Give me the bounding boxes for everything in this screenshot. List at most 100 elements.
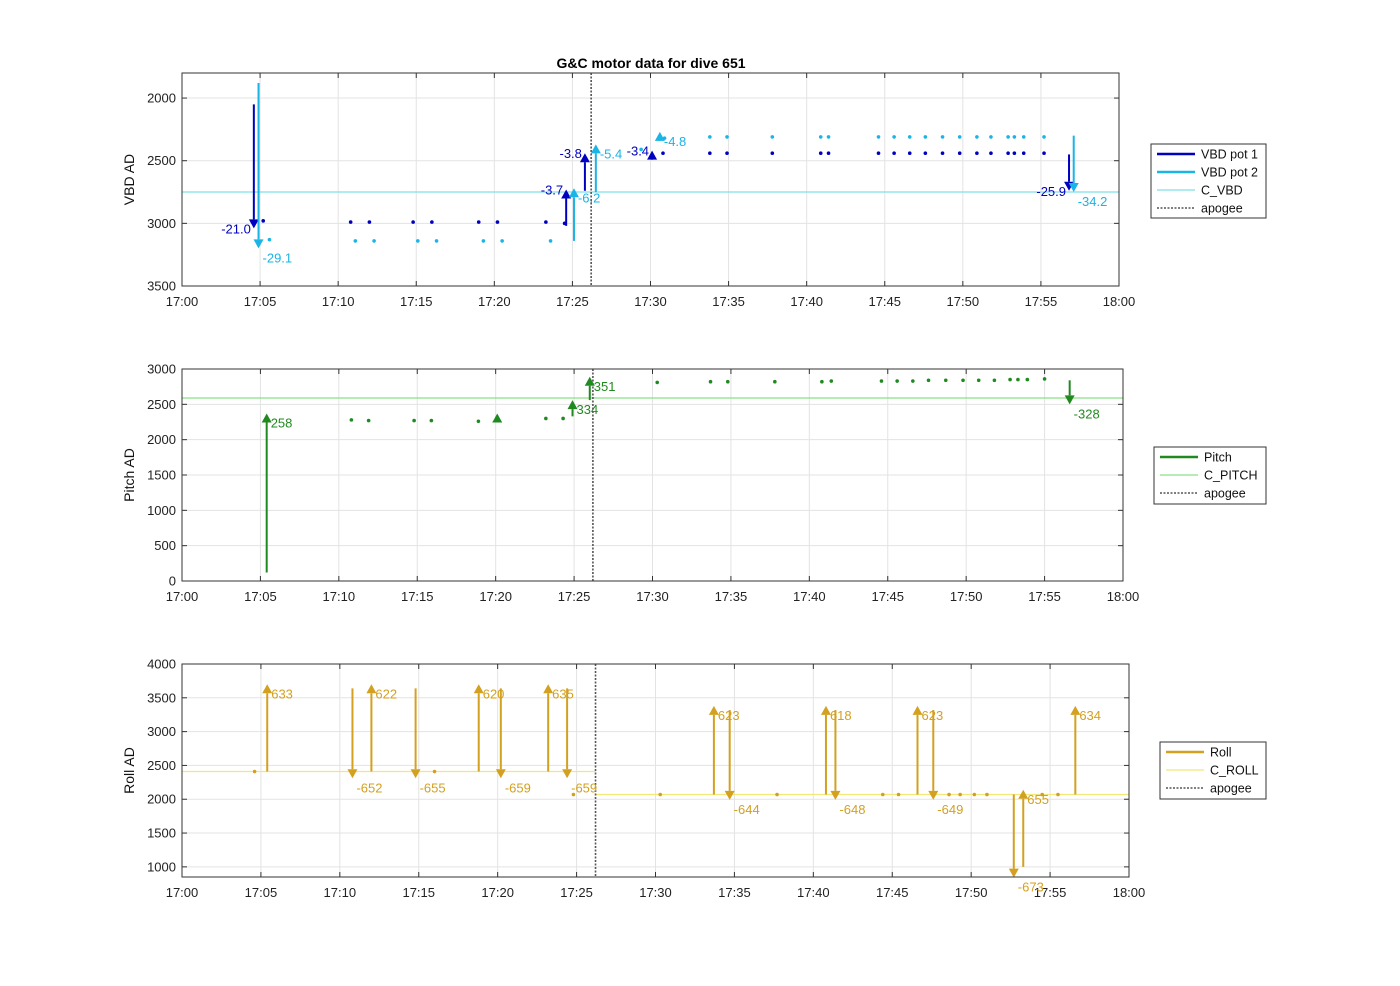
y-tick-label: 1500	[147, 826, 176, 841]
data-point	[923, 151, 928, 155]
data-point	[725, 379, 730, 384]
data-point	[655, 380, 660, 385]
data-point	[372, 239, 376, 243]
data-point	[252, 769, 257, 774]
x-tick-label: 17:55	[1028, 589, 1061, 604]
data-point	[500, 239, 504, 243]
x-tick-label: 17:30	[636, 589, 669, 604]
move-label: -649	[937, 802, 963, 817]
y-axis-label: VBD AD	[121, 154, 137, 205]
x-tick-label: 17:40	[793, 589, 826, 604]
x-tick-label: 17:15	[401, 589, 434, 604]
data-point	[561, 416, 565, 421]
data-point	[926, 378, 931, 383]
axes-box	[181, 72, 1120, 287]
data-point	[826, 151, 831, 155]
move-label: -21.0	[221, 221, 251, 236]
data-point	[481, 239, 486, 243]
y-tick-label: 2500	[147, 758, 176, 773]
move-arrow-head	[1064, 395, 1075, 405]
move-arrow-head	[562, 769, 573, 779]
data-point	[958, 792, 962, 797]
x-tick-label: 17:50	[950, 589, 983, 604]
y-tick-label: 3500	[147, 279, 176, 294]
x-tick-label: 17:20	[481, 885, 514, 900]
move-label: -6.2	[578, 190, 600, 205]
move-arrow-head	[567, 400, 578, 410]
y-tick-label: 1000	[147, 859, 176, 874]
legend-entry: Roll	[1210, 746, 1232, 760]
move-arrow-head	[1018, 789, 1029, 799]
data-point	[829, 379, 834, 383]
data-point	[1012, 151, 1017, 155]
move-label: -659	[505, 780, 531, 795]
x-tick-label: 17:00	[166, 885, 199, 900]
x-tick-label: 17:30	[639, 885, 672, 900]
data-point	[1042, 377, 1047, 381]
y-tick-label: 2000	[147, 792, 176, 807]
move-label: -659	[571, 780, 597, 795]
figure-title: G&C motor data for dive 651	[556, 55, 745, 71]
data-point	[992, 378, 997, 383]
y-tick-label: 1000	[147, 503, 176, 518]
move-label: 634	[1079, 708, 1101, 723]
data-point	[353, 239, 358, 243]
move-arrow-head	[473, 684, 484, 694]
data-point	[1025, 377, 1030, 382]
data-point	[1040, 792, 1044, 797]
data-point	[880, 792, 885, 797]
x-tick-label: 17:05	[244, 589, 277, 604]
data-point	[1021, 151, 1026, 155]
move-label: 635	[552, 686, 574, 701]
move-arrow-head	[724, 790, 735, 800]
move-label: -673	[1018, 880, 1044, 895]
y-tick-label: 3000	[147, 216, 176, 231]
data-point	[907, 151, 912, 155]
x-tick-label: 17:00	[166, 294, 199, 309]
data-point	[366, 418, 371, 423]
x-tick-label: 17:40	[797, 885, 830, 900]
move-arrow-head	[647, 150, 658, 160]
data-point	[571, 792, 576, 797]
move-arrow-head	[495, 769, 506, 779]
move-label: 258	[271, 416, 293, 431]
data-point	[429, 418, 434, 423]
move-arrow-head	[543, 684, 554, 694]
x-tick-label: 17:10	[322, 294, 355, 309]
data-point	[476, 220, 481, 224]
data-point	[770, 151, 775, 155]
move-label: 622	[375, 686, 397, 701]
y-axis-label: Roll AD	[121, 747, 137, 794]
x-tick-label: 17:10	[324, 885, 357, 900]
data-point	[820, 379, 824, 384]
data-point	[989, 151, 993, 155]
move-label: 334	[577, 402, 599, 417]
y-tick-label: 3000	[147, 362, 176, 377]
move-arrow-head	[568, 188, 579, 198]
move-label: 618	[830, 708, 852, 723]
move-label: -3.4	[627, 144, 649, 159]
x-tick-label: 17:05	[244, 294, 277, 309]
legend-entry: Pitch	[1204, 451, 1232, 465]
move-arrow-head	[654, 131, 665, 141]
data-point	[367, 220, 372, 224]
x-tick-label: 18:00	[1103, 294, 1136, 309]
move-label: -3.8	[560, 146, 582, 161]
y-tick-label: 2000	[147, 91, 176, 106]
x-tick-label: 17:35	[718, 885, 751, 900]
data-point	[975, 151, 979, 155]
x-tick-label: 17:50	[947, 294, 980, 309]
move-arrow-head	[410, 769, 421, 779]
series-vbd-pot-2: -29.1 -6.2 -5.4 -4.8 -34.2	[253, 83, 1107, 265]
move-arrow-head	[253, 239, 264, 249]
move-label: 633	[271, 686, 293, 701]
data-point	[892, 135, 896, 139]
move-label: -644	[734, 802, 760, 817]
plot-panels: 17:00 17:05 17:10 17:15 17:20 17:25 17:30 17:35…	[121, 72, 1145, 900]
data-point	[943, 378, 948, 383]
move-arrow-head	[1068, 183, 1079, 193]
data-point	[879, 379, 884, 383]
